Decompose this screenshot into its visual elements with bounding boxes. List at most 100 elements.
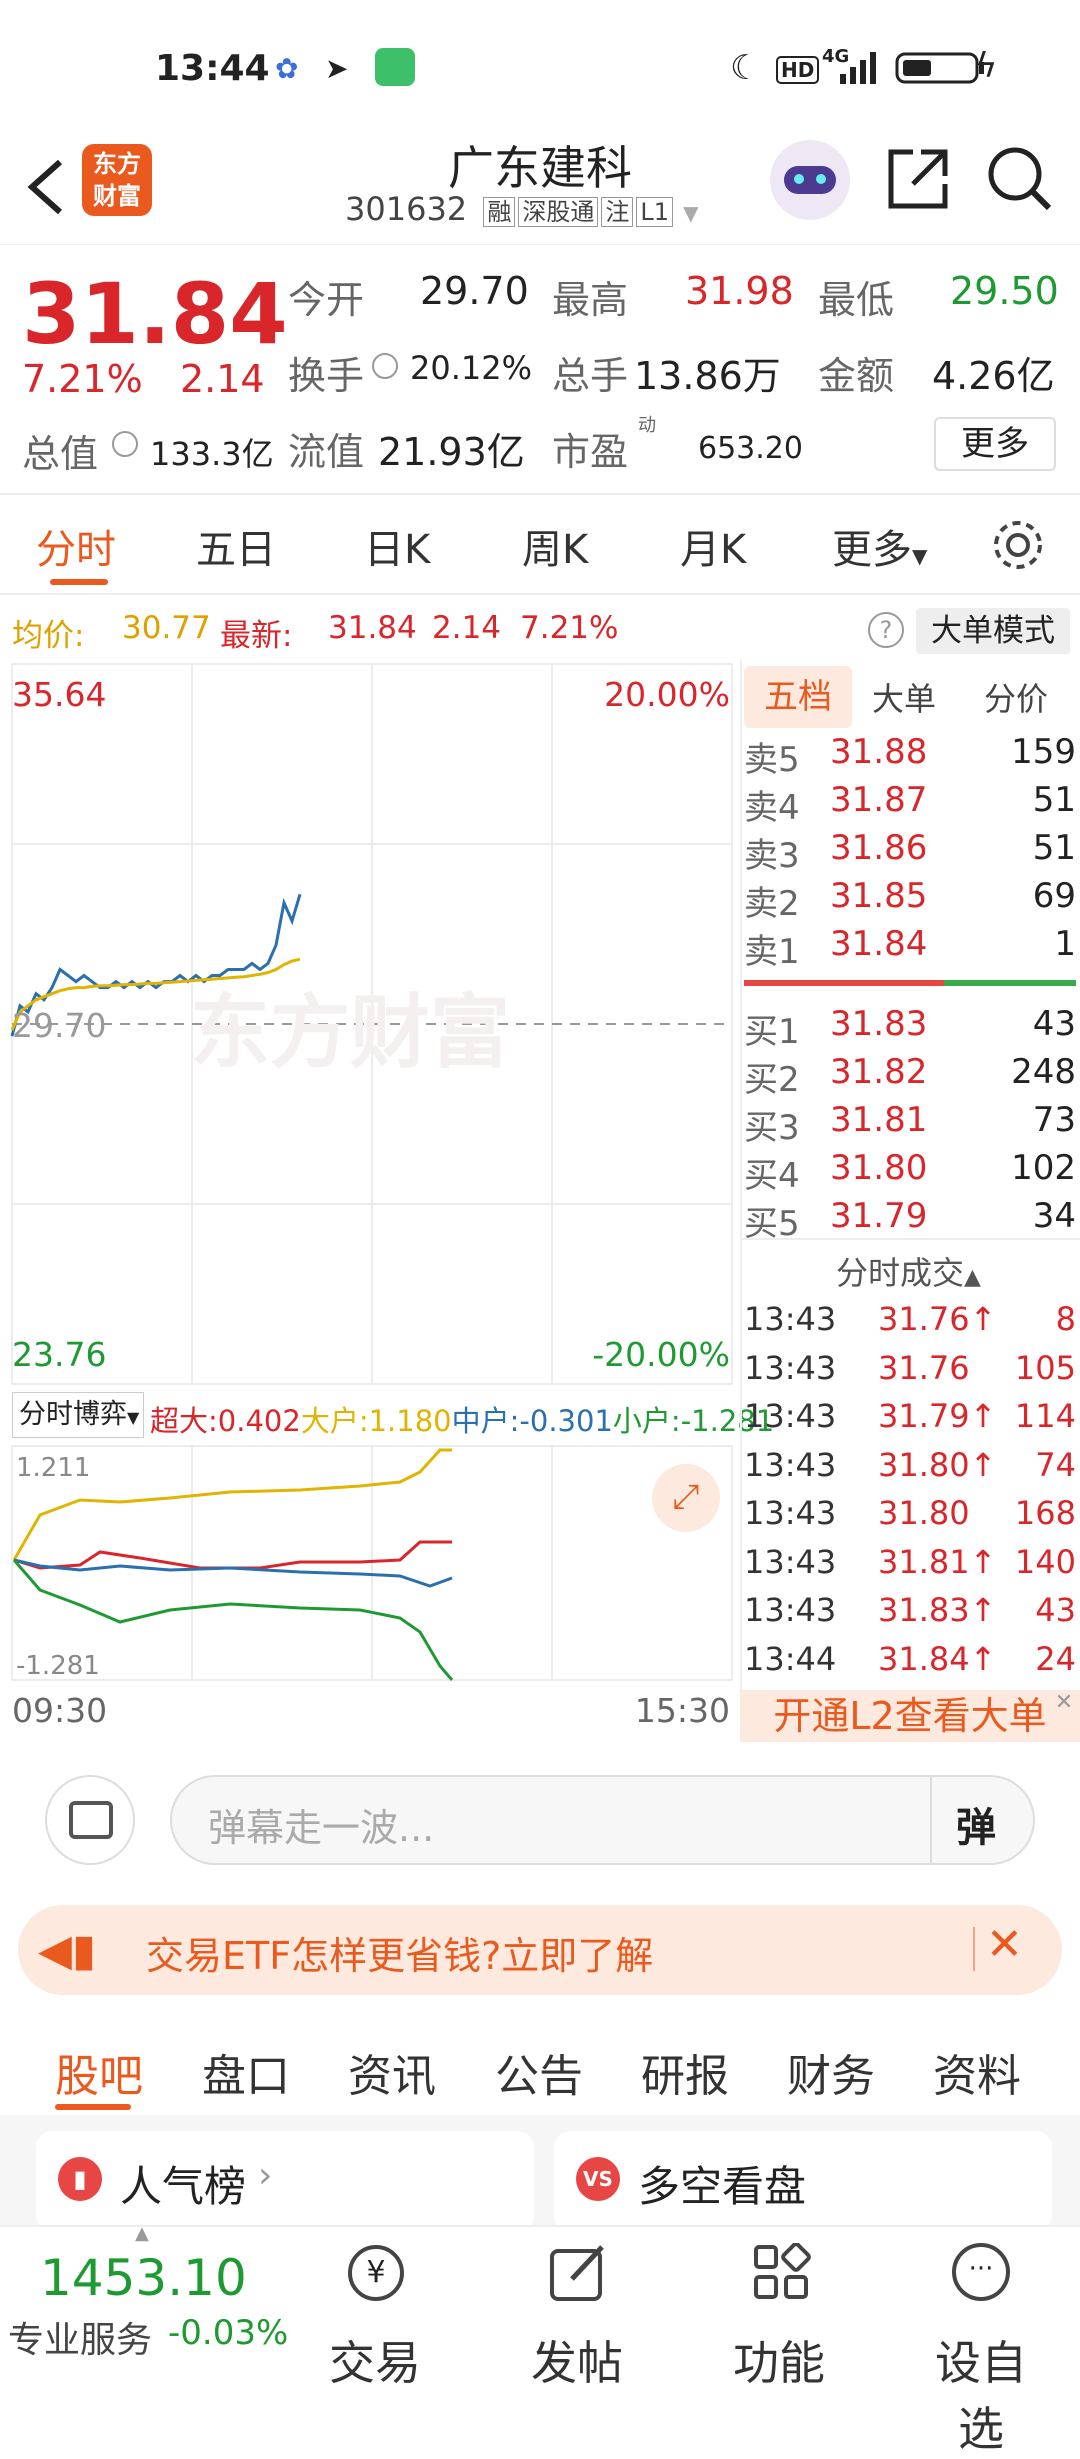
tab-announcements[interactable]: 公告	[495, 2051, 583, 2102]
bid-volume: 43	[1032, 1004, 1076, 1044]
tab-weekly-k[interactable]: 周K	[522, 527, 589, 573]
index-widget[interactable]: ▲ 1453.10 专业服务 -0.03%	[0, 2223, 300, 2402]
tab-finance[interactable]: 财务	[787, 2051, 875, 2102]
ask-volume: 1	[1054, 924, 1076, 964]
tick-time: 13:43	[744, 1445, 837, 1484]
dropdown-icon[interactable]: ▼	[683, 201, 699, 225]
ticks-title[interactable]: 分时成交▲	[836, 1248, 981, 1294]
tab-profile[interactable]: 资料	[933, 2051, 1021, 2102]
watermark: 东方财富	[190, 986, 510, 1079]
ask-price: 31.87	[830, 780, 928, 820]
tick-row: 13:43 31.83↑ 43	[740, 1591, 1080, 1639]
ask-level: 卖3	[744, 836, 800, 876]
tab-daily-k[interactable]: 日K	[364, 527, 431, 573]
search-icon[interactable]	[985, 144, 1055, 214]
popularity-card[interactable]: ▮ 人气榜 ›	[36, 2131, 534, 2231]
nav-add-watchlist[interactable]: ··· 设自选	[916, 2227, 1046, 2456]
danmu-send-button[interactable]: 弹	[956, 1805, 996, 1851]
flow-selector-label: 分时博弈	[19, 1399, 127, 1430]
nav-post[interactable]: 发帖	[512, 2227, 642, 2402]
open-label: 今开	[288, 278, 365, 322]
tick-volume: 114	[1014, 1397, 1076, 1435]
bid-price: 31.83	[830, 1004, 928, 1044]
feature-cards: ▮ 人气榜 › VS 多空看盘	[0, 2115, 1080, 2231]
axis-top-right: 20.00%	[604, 675, 730, 714]
info-icon[interactable]	[112, 431, 138, 457]
ask-row: 卖5 31.88 159	[740, 732, 1080, 780]
flow-axis-bottom: -1.281	[16, 1651, 100, 1681]
tick-price: 31.84↑	[878, 1639, 997, 1678]
close-icon[interactable]: ✕	[1054, 1690, 1074, 1715]
danmu-input[interactable]: 弹幕走一波... 弹	[170, 1775, 1035, 1865]
stock-name: 广东建科	[448, 141, 632, 195]
flow-superlarge: 超大:0.402	[150, 1404, 301, 1438]
tick-time: 13:43	[744, 1494, 837, 1532]
tick-volume: 74	[1035, 1445, 1076, 1484]
chevron-down-icon: ▼	[127, 1408, 140, 1427]
tab-research[interactable]: 研报	[641, 2051, 729, 2102]
axis-bottom-left: 23.76	[12, 1335, 106, 1374]
latest-value: 31.84	[328, 610, 417, 646]
tab-news[interactable]: 资讯	[348, 2051, 436, 2102]
active-tab-indicator	[50, 579, 108, 585]
order-book: 五档 大单 分价 卖5 31.88 159 卖4 31.87 51 卖3 31.86 51 卖2 3…	[740, 660, 1080, 1742]
l2-upgrade-banner[interactable]: 开通L2查看大单	[740, 1690, 1080, 1742]
tick-volume: 168	[1014, 1494, 1076, 1532]
bid-row: 买1 31.83 43	[740, 1004, 1080, 1052]
expand-icon[interactable]: ⤢	[652, 1464, 720, 1532]
eastmoney-logo[interactable]: 东方 财富	[82, 144, 152, 216]
megaphone-icon: ◀▮	[38, 1925, 97, 1976]
pe-label: 市盈	[552, 430, 629, 474]
ask-volume: 51	[1032, 780, 1076, 820]
back-icon[interactable]	[20, 152, 70, 222]
long-short-card[interactable]: VS 多空看盘	[554, 2131, 1052, 2231]
flow-medium-value: -0.301	[519, 1404, 613, 1438]
last-price: 31.84	[22, 265, 288, 363]
book-tab-big-order[interactable]: 大单	[872, 680, 937, 718]
intraday-chart[interactable]: 东方财富 35.64 20.00% 29.70 23.76 -20.00% 1.…	[0, 660, 774, 1740]
bid-volume: 73	[1032, 1100, 1076, 1140]
danmu-settings-icon[interactable]	[45, 1775, 135, 1865]
tab-five-day[interactable]: 五日	[196, 527, 276, 573]
tick-price: 31.80↑	[878, 1445, 997, 1484]
tab-monthly-k[interactable]: 月K	[680, 527, 747, 573]
tick-volume: 43	[1035, 1591, 1076, 1629]
ask-row: 卖3 31.86 51	[740, 828, 1080, 876]
help-icon[interactable]: ?	[868, 612, 904, 648]
popularity-label: 人气榜	[120, 2162, 247, 2211]
settings-icon[interactable]	[990, 517, 1046, 573]
tab-intraday[interactable]: 分时	[36, 527, 116, 573]
book-tab-five-level[interactable]: 五档	[744, 666, 852, 728]
avg-label: 均价:	[12, 618, 85, 654]
more-button[interactable]: 更多	[934, 417, 1056, 471]
ask-row: 卖2 31.85 69	[740, 876, 1080, 924]
flow-selector[interactable]: 分时博弈▼	[12, 1392, 144, 1438]
avg-value: 30.77	[122, 610, 211, 646]
share-icon[interactable]	[883, 144, 953, 214]
tag-registered: 注	[601, 197, 634, 227]
turnover-info-icon[interactable]	[372, 353, 398, 379]
book-tab-price-dist[interactable]: 分价	[984, 680, 1049, 718]
tab-more[interactable]: 更多▼	[832, 517, 927, 575]
tick-time: 13:43	[744, 1397, 837, 1435]
close-icon[interactable]: ✕	[986, 1919, 1023, 1970]
big-order-mode-button[interactable]: 大单模式	[916, 608, 1070, 654]
etf-ad-banner[interactable]: ◀▮ 交易ETF怎样更省钱?立即了解 ✕	[18, 1905, 1062, 1995]
nav-trade[interactable]: ¥ 交易	[310, 2227, 440, 2402]
vs-icon: VS	[576, 2157, 620, 2201]
flow-small-label: 小户:	[612, 1404, 681, 1438]
index-change: -0.03%	[168, 2313, 289, 2353]
danmu-placeholder: 弹幕走一波...	[208, 1806, 435, 1850]
nav-functions[interactable]: 功能	[714, 2227, 844, 2402]
mktcap-value: 133.3亿	[150, 435, 274, 473]
axis-mid: 29.70	[12, 1006, 106, 1045]
tab-guba[interactable]: 股吧	[55, 2051, 143, 2102]
tab-handicap[interactable]: 盘口	[202, 2051, 290, 2102]
tag-level: L1	[636, 197, 673, 227]
chart-canvas: 东方财富 35.64 20.00% 29.70 23.76 -20.00% 1.…	[10, 663, 733, 1730]
ask-price: 31.84	[830, 924, 928, 964]
flow-large: 大户:1.180	[301, 1404, 452, 1438]
robot-assistant-icon[interactable]	[770, 140, 850, 220]
ask-volume: 159	[1011, 732, 1076, 772]
charging-icon: ϟ	[975, 46, 998, 86]
